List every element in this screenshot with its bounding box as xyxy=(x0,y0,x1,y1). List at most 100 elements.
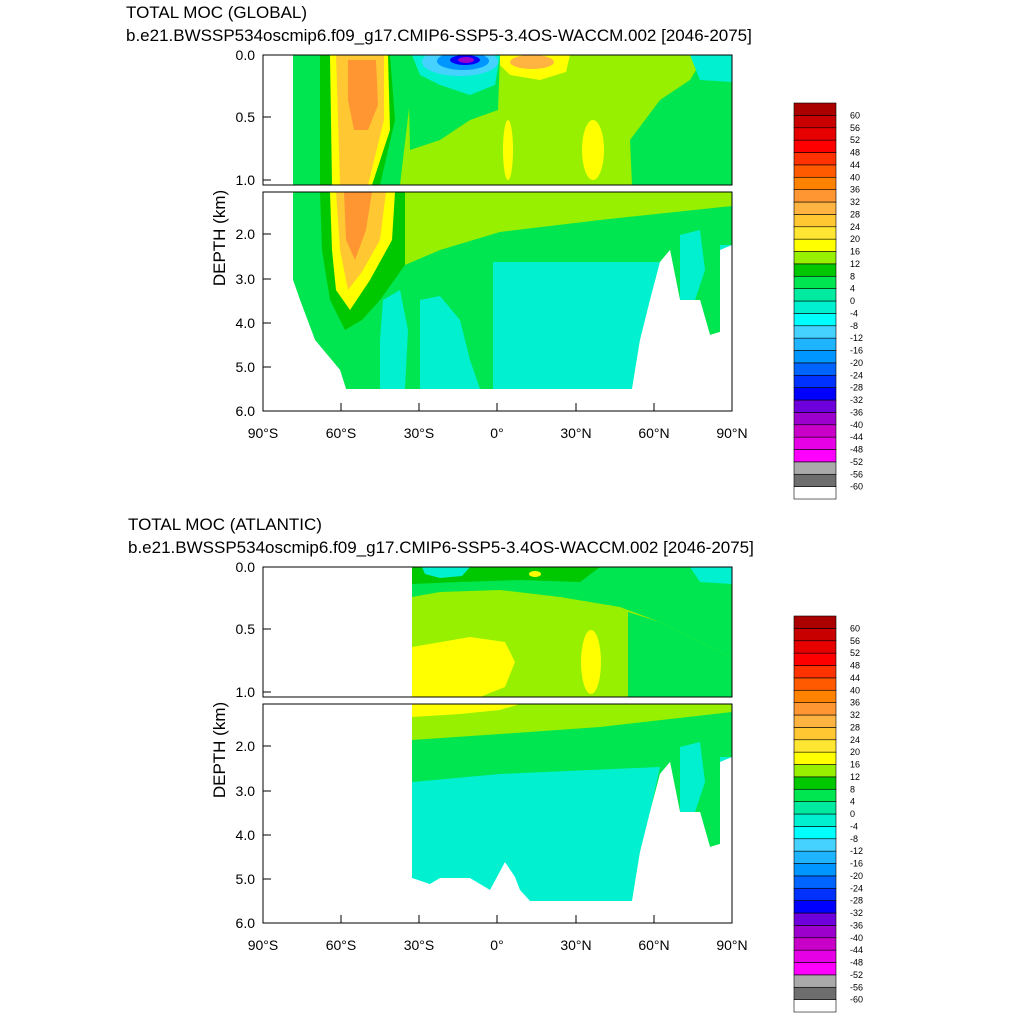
colorbar-swatch xyxy=(793,788,837,802)
colorbar-swatch xyxy=(793,652,837,666)
colorbar-label: -36 xyxy=(850,407,863,417)
y-tick-label: 3.0 xyxy=(236,783,256,799)
colorbar-label: 36 xyxy=(850,698,860,708)
colorbar-label: -16 xyxy=(850,346,863,356)
x-tick-label: 0° xyxy=(490,425,503,441)
colorbar-label: -52 xyxy=(850,457,863,467)
colorbar-swatch xyxy=(793,912,837,926)
lower-section-field xyxy=(263,192,732,411)
colorbar-swatch xyxy=(793,937,837,951)
colorbar-swatch xyxy=(793,152,837,166)
colorbar-label: 48 xyxy=(850,661,860,671)
atlantic-moc-panel: TOTAL MOC (ATLANTIC) b.e21.BWSSP534oscmi… xyxy=(0,512,1024,1024)
colorbar-swatch xyxy=(793,473,837,487)
colorbar-swatch xyxy=(793,628,837,642)
colorbar-swatch xyxy=(793,436,837,450)
field-cell-yellow-vertical-equator xyxy=(503,120,513,180)
colorbar-swatch xyxy=(793,399,837,413)
colorbar-label: -56 xyxy=(850,469,863,479)
colorbar-swatch xyxy=(793,412,837,426)
colorbar-swatch xyxy=(793,714,837,728)
x-tick-label: 60°S xyxy=(326,425,357,441)
colorbar-label: 52 xyxy=(850,135,860,145)
atlantic-moc-chart: 0.0 0.5 1.0 2.0 3.0 4.0 5.0 6.0 90°S 60°… xyxy=(236,559,863,1013)
colorbar-label: -16 xyxy=(850,859,863,869)
colorbar-label: 4 xyxy=(850,797,855,807)
colorbar-swatch xyxy=(793,362,837,376)
field-region-green-top xyxy=(412,567,732,657)
field-region-yellow-upper xyxy=(412,704,520,717)
x-axis: 90°S 60°S 30°S 0° 30°N 60°N 90°N xyxy=(248,403,748,441)
colorbar-label: -12 xyxy=(850,333,863,343)
upper-frame xyxy=(262,566,733,698)
upper-section-field xyxy=(293,55,732,185)
colorbar-label: 20 xyxy=(850,234,860,244)
y-tick-label: 3.0 xyxy=(236,271,256,287)
colorbar-swatch xyxy=(793,461,837,475)
colorbar-label: -20 xyxy=(850,358,863,368)
colorbar-label: 40 xyxy=(850,172,860,182)
colorbar-swatch xyxy=(793,337,837,351)
field-bathymetry-mask xyxy=(263,192,732,411)
y-tick-label: 4.0 xyxy=(236,827,256,843)
colorbar-swatch xyxy=(793,251,837,265)
colorbar-label: 12 xyxy=(850,772,860,782)
colorbar-swatch xyxy=(793,449,837,463)
colorbar-swatch xyxy=(793,325,837,339)
y-axis-lower: 2.0 3.0 4.0 5.0 6.0 xyxy=(236,738,271,931)
field-region-cyan-mid-patch xyxy=(420,296,480,389)
colorbar-label: 52 xyxy=(850,648,860,658)
colorbar-label: -44 xyxy=(850,945,863,955)
colorbar-swatch xyxy=(793,702,837,716)
x-axis: 90°S 60°S 30°S 0° 30°N 60°N 90°N xyxy=(248,915,748,953)
colorbar-swatch xyxy=(793,863,837,877)
colorbar-label: 32 xyxy=(850,710,860,720)
y-tick-label: 6.0 xyxy=(236,403,256,419)
field-region-orange-core xyxy=(348,60,378,130)
x-tick-label: 30°N xyxy=(560,425,591,441)
colorbar-label: 8 xyxy=(850,784,855,794)
colorbar-swatch xyxy=(793,275,837,289)
upper-section-field xyxy=(412,567,732,697)
chart-subtitle: b.e21.BWSSP534oscmip6.f09_g17.CMIP6-SSP5… xyxy=(126,26,752,45)
y-tick-label: 5.0 xyxy=(236,871,256,887)
colorbar-label: 24 xyxy=(850,735,860,745)
y-tick-label: 0.5 xyxy=(236,109,256,125)
colorbar-label: -48 xyxy=(850,958,863,968)
colorbar-swatch xyxy=(793,640,837,654)
colorbar-swatch xyxy=(793,387,837,401)
colorbar-label: -60 xyxy=(850,995,863,1005)
field-region-cyan-south-patch xyxy=(380,290,408,389)
global-moc-panel: TOTAL MOC (GLOBAL) b.e21.BWSSP534oscmip6… xyxy=(126,3,863,500)
colorbar-swatch xyxy=(793,201,837,215)
colorbar-label: 36 xyxy=(850,185,860,195)
colorbar-swatch xyxy=(793,813,837,827)
x-tick-label: 90°S xyxy=(248,425,279,441)
x-tick-label: 90°S xyxy=(248,937,279,953)
colorbar-label: 60 xyxy=(850,623,860,633)
colorbar-swatch xyxy=(793,374,837,388)
colorbar-label: -8 xyxy=(850,321,858,331)
colorbar-label: -44 xyxy=(850,432,863,442)
colorbar-label: -40 xyxy=(850,933,863,943)
colorbar-label: 40 xyxy=(850,685,860,695)
colorbar-label: -48 xyxy=(850,445,863,455)
field-cell-yellow-vertical-north xyxy=(582,120,604,180)
colorbar-label: -12 xyxy=(850,846,863,856)
colorbar-swatch xyxy=(793,949,837,963)
colorbar-swatch xyxy=(793,764,837,778)
colorbar-swatch xyxy=(793,263,837,277)
y-axis-lower: 2.0 3.0 4.0 5.0 6.0 xyxy=(236,226,271,419)
y-tick-label: 6.0 xyxy=(236,915,256,931)
colorbar-swatch xyxy=(793,925,837,939)
upper-frame xyxy=(262,54,733,186)
colorbar-swatch xyxy=(793,214,837,228)
field-cell-purple-core xyxy=(458,57,474,63)
x-tick-label: 60°N xyxy=(638,425,669,441)
colorbar-swatch xyxy=(793,615,837,629)
x-tick-label: 0° xyxy=(490,937,503,953)
colorbar-swatch xyxy=(793,164,837,178)
colorbar-label: 20 xyxy=(850,747,860,757)
colorbar-swatch xyxy=(793,288,837,302)
chart-title: TOTAL MOC (GLOBAL) xyxy=(126,3,308,22)
